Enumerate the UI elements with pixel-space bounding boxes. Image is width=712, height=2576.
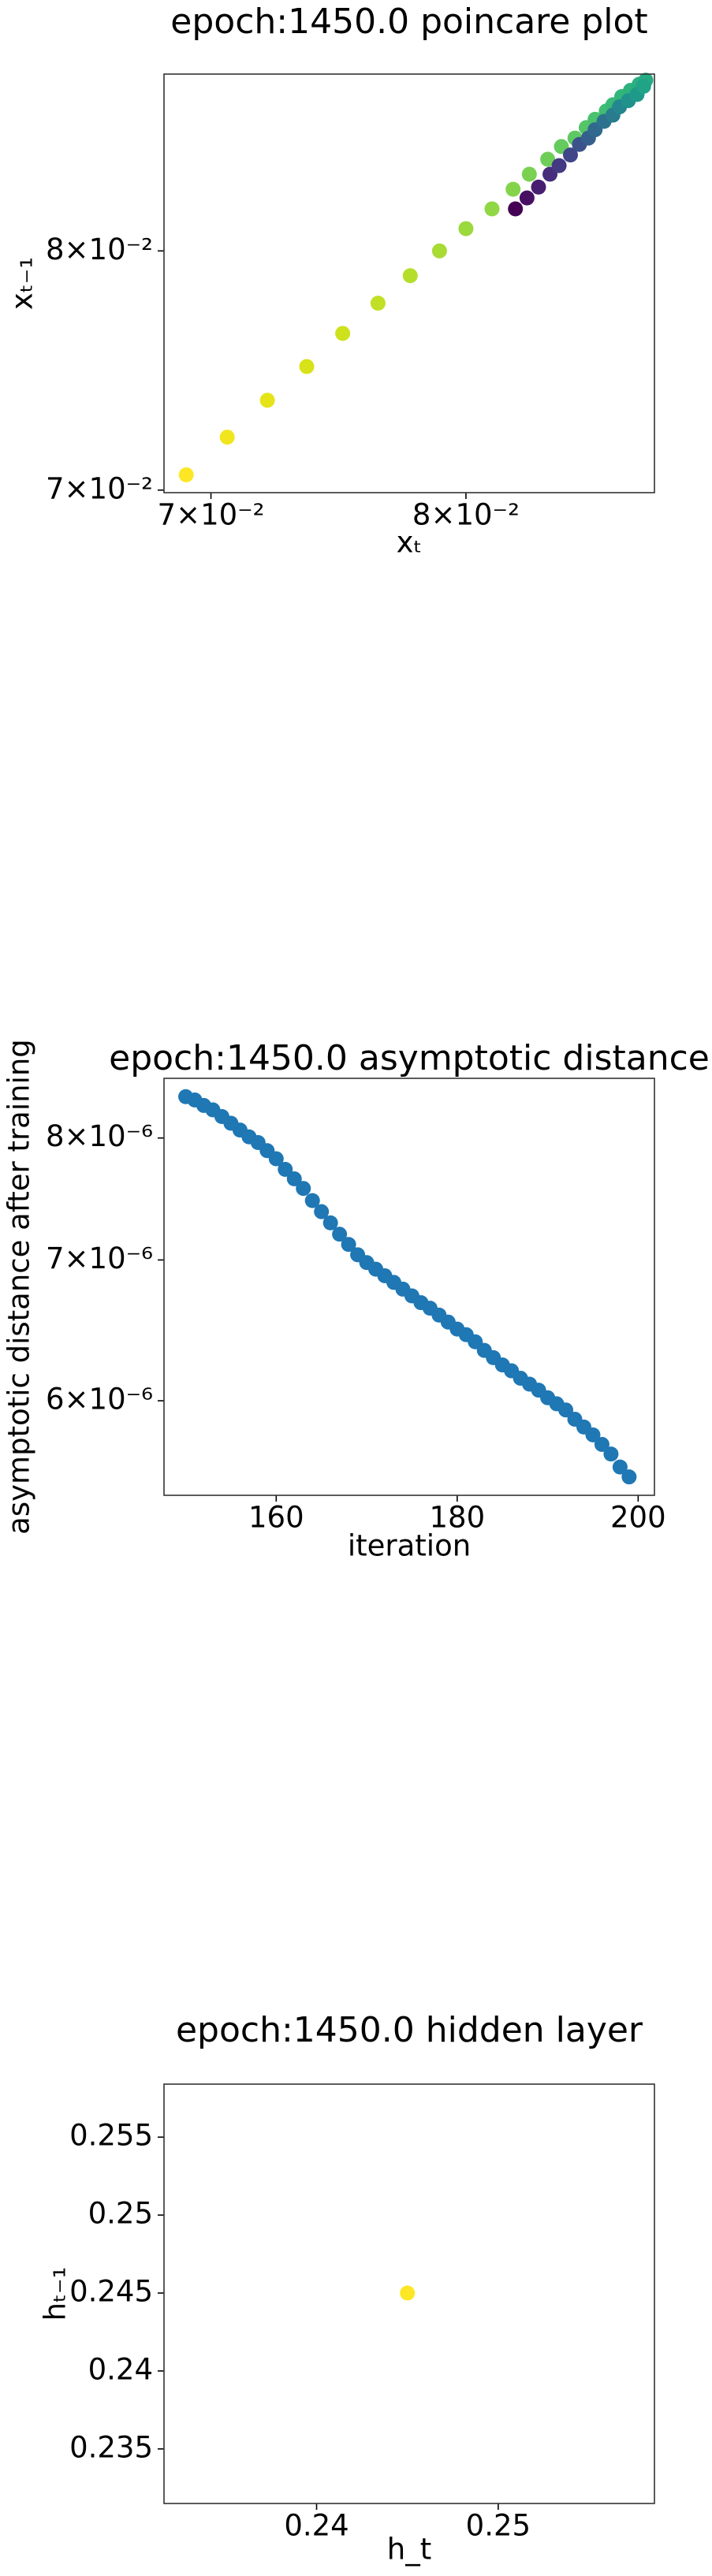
point: [521, 166, 537, 182]
point: [219, 430, 235, 445]
point: [508, 201, 524, 217]
y-tick-label: 7×10⁻⁶: [46, 1241, 153, 1275]
point: [278, 1161, 293, 1177]
chart-title: epoch:1450.0 poincare plot: [170, 2, 647, 42]
point: [621, 1469, 637, 1485]
point: [505, 181, 521, 197]
x-tick-label: 0.24: [284, 2509, 349, 2543]
x-axis-label: h_t: [387, 2533, 431, 2567]
plot-frame: [163, 73, 655, 493]
point: [458, 221, 474, 236]
x-tick-label: 180: [430, 1501, 486, 1535]
chart-title: epoch:1450.0 hidden layer: [176, 2010, 643, 2050]
x-tick-label: 7×10⁻²: [158, 498, 265, 532]
point: [431, 243, 447, 259]
y-tick-label: 8×10⁻⁶: [46, 1119, 153, 1153]
point: [322, 1215, 338, 1230]
y-tick-label: 0.25: [88, 2197, 153, 2231]
point: [335, 326, 351, 341]
point: [558, 1402, 574, 1418]
y-tick-label: 8×10⁻²: [46, 233, 153, 266]
point: [519, 190, 535, 206]
plot-frame: [163, 1078, 655, 1496]
point: [332, 1227, 348, 1242]
y-axis-label: asymptotic distance after training: [2, 1039, 36, 1535]
chart-title: epoch:1450.0 asymptotic distance: [109, 1038, 710, 1078]
x-tick-label: 0.25: [466, 2509, 531, 2543]
point: [603, 1446, 619, 1462]
y-tick-label: 6×10⁻⁶: [46, 1383, 153, 1416]
x-axis-label: iteration: [348, 1529, 471, 1563]
point: [540, 151, 556, 167]
point: [314, 1204, 330, 1219]
point: [551, 158, 567, 173]
x-tick-label: 160: [248, 1501, 304, 1535]
point: [585, 1427, 601, 1442]
y-tick-label: 0.24: [88, 2352, 153, 2386]
point: [259, 393, 275, 408]
point: [402, 268, 418, 284]
point: [636, 78, 651, 94]
point: [296, 1181, 311, 1197]
point: [304, 1193, 320, 1208]
point: [484, 201, 500, 217]
point: [594, 1436, 609, 1452]
y-axis-label: hₜ₋₁: [39, 2267, 73, 2321]
x-tick-label: 200: [610, 1501, 666, 1535]
y-tick-label: 7×10⁻²: [46, 471, 153, 505]
y-axis-label: xₜ₋₁: [6, 257, 39, 310]
point: [531, 179, 546, 195]
plot-frame: [163, 2083, 655, 2504]
y-tick-label: 0.255: [69, 2119, 153, 2153]
point: [299, 359, 315, 374]
point: [178, 467, 194, 482]
x-tick-label: 8×10⁻²: [412, 498, 520, 532]
point: [268, 1151, 284, 1167]
point: [286, 1171, 302, 1187]
point: [370, 296, 386, 311]
point: [341, 1237, 356, 1253]
y-tick-label: 0.235: [69, 2430, 153, 2464]
point: [562, 147, 578, 163]
point: [612, 1459, 628, 1475]
point: [400, 2285, 416, 2301]
x-axis-label: xₜ: [397, 526, 423, 560]
y-tick-label: 0.245: [69, 2275, 153, 2309]
